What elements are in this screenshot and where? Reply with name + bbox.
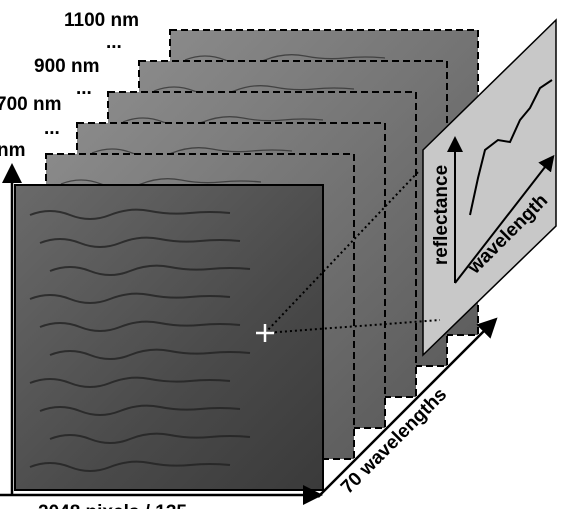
reflectance-curve <box>469 79 553 216</box>
layer-label: 700 nm <box>0 94 61 115</box>
handwriting <box>29 208 231 220</box>
ellipsis: ... <box>76 78 92 99</box>
handwriting <box>153 85 355 96</box>
handwriting <box>29 292 231 304</box>
handwriting <box>39 404 241 416</box>
layer-label: 900 nm <box>34 56 99 77</box>
pixel-marker <box>256 324 274 342</box>
handwriting <box>29 376 231 388</box>
spectrum-panel <box>422 18 557 357</box>
handwriting <box>29 460 231 472</box>
pixel-link <box>264 319 441 334</box>
width-label: 2048 pixels / 135 <box>38 502 187 509</box>
ellipsis: ... <box>44 118 60 139</box>
image-layers <box>14 29 479 491</box>
handwriting <box>39 236 241 248</box>
panel-x-axis <box>454 154 555 284</box>
handwriting <box>91 147 293 158</box>
layer-label: 1100 nm <box>64 10 139 31</box>
panel-y-label: reflectance <box>431 165 452 265</box>
handwriting <box>39 320 241 332</box>
depth-axis-arrow <box>317 317 498 498</box>
ellipsis: ... <box>106 32 122 53</box>
handwriting <box>49 264 251 276</box>
handwriting <box>49 348 251 360</box>
handwriting <box>60 178 262 189</box>
layer-label: nm <box>0 140 26 161</box>
handwriting <box>184 54 386 65</box>
handwriting <box>49 432 251 444</box>
image-layer <box>14 184 324 491</box>
handwriting <box>122 116 324 127</box>
